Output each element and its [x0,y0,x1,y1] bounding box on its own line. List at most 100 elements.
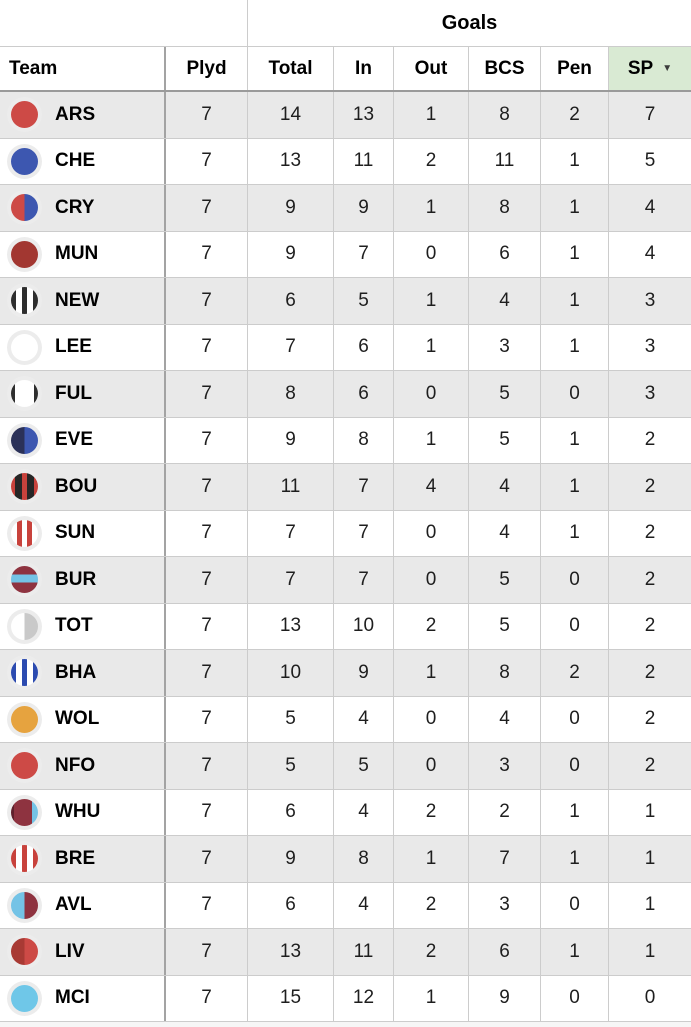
table-row-bre: BRE 7 9 8 1 7 1 1 [0,836,691,883]
column-header-team[interactable]: Team [0,47,164,90]
table-row-whu: WHU 7 6 4 2 2 1 1 [0,789,691,836]
team-badge-color [11,891,38,919]
team-badge-color [11,705,38,733]
team-badge-whu-icon [7,794,42,830]
team-abbr: WOL [55,708,100,730]
plyd-value: 7 [164,557,247,603]
team-abbr: FUL [55,382,92,404]
total-value: 7 [247,557,333,603]
total-value: 9 [247,231,333,277]
team-cell: NEW [0,278,164,324]
out-value: 0 [393,231,468,277]
team-abbr: AVL [55,894,92,916]
out-value: 1 [393,278,468,324]
column-header-plyd[interactable]: Plyd [164,47,247,90]
plyd-value: 7 [164,650,247,696]
in-value: 5 [333,278,393,324]
team-badge-color [11,845,38,873]
in-value: 5 [333,743,393,789]
table-row-bur: BUR 7 7 7 0 5 0 2 [0,557,691,604]
column-header-label: Pen [557,57,592,79]
in-value: 11 [333,929,393,975]
bcs-value: 4 [468,510,540,556]
team-badge-bur-icon [7,562,42,598]
plyd-value: 7 [164,185,247,231]
plyd-value: 7 [164,231,247,277]
bcs-value: 11 [468,138,540,184]
column-header-row: Team Plyd Total In Out BCS Pen SP ▼ [0,47,691,92]
total-value: 9 [247,185,333,231]
team-abbr: MUN [55,243,99,265]
team-badge-color [11,984,38,1012]
plyd-value: 7 [164,743,247,789]
team-abbr: TOT [55,615,93,637]
table-row-new: NEW 7 6 5 1 4 1 3 [0,278,691,325]
team-cell: BOU [0,464,164,510]
table-row-ful: FUL 7 8 6 0 5 0 3 [0,371,691,418]
team-abbr: CHE [55,150,96,172]
team-abbr: BHA [55,661,97,683]
plyd-value: 7 [164,975,247,1021]
pen-value: 0 [540,882,608,928]
pen-value: 1 [540,929,608,975]
column-header-label: SP [627,57,654,79]
team-badge-eve-icon [7,422,42,458]
bcs-value: 5 [468,557,540,603]
table-row-eve: EVE 7 9 8 1 5 1 2 [0,417,691,464]
team-cell: ARS [0,92,164,138]
team-abbr: LEE [55,336,92,358]
team-cell: BUR [0,557,164,603]
plyd-value: 7 [164,324,247,370]
team-cell: WOL [0,697,164,743]
sp-value: 4 [608,231,691,277]
column-header-bcs[interactable]: BCS [468,47,540,90]
table-row-cry: CRY 7 9 9 1 8 1 4 [0,185,691,232]
table-body: ARS 7 14 13 1 8 2 7 CHE 7 13 11 2 11 1 5 CRY 7 9 9 1 8 1 4 MUN 7 9… [0,92,691,1022]
column-header-total[interactable]: Total [247,47,333,90]
team-cell: MUN [0,232,164,278]
total-value: 9 [247,836,333,882]
out-value: 1 [393,324,468,370]
sp-value: 2 [608,510,691,556]
pen-value: 1 [540,185,608,231]
bcs-value: 7 [468,836,540,882]
team-cell: BRE [0,836,164,882]
bcs-value: 5 [468,417,540,463]
total-value: 6 [247,278,333,324]
pen-value: 1 [540,138,608,184]
column-header-sp[interactable]: SP ▼ [608,47,691,90]
out-value: 0 [393,743,468,789]
column-header-label: BCS [484,57,525,79]
column-header-out[interactable]: Out [393,47,468,90]
plyd-value: 7 [164,789,247,835]
team-cell: FUL [0,371,164,417]
team-badge-color [11,798,38,826]
team-cell: TOT [0,604,164,650]
column-header-in[interactable]: In [333,47,393,90]
team-abbr: ARS [55,103,96,125]
sp-value: 2 [608,464,691,510]
bcs-value: 4 [468,696,540,742]
sp-value: 2 [608,650,691,696]
column-header-pen[interactable]: Pen [540,47,608,90]
team-badge-color [11,380,38,408]
in-value: 7 [333,464,393,510]
in-value: 6 [333,371,393,417]
team-badge-ars-icon [7,97,42,133]
pen-value: 0 [540,371,608,417]
plyd-value: 7 [164,603,247,649]
pen-value: 1 [540,417,608,463]
table-row-avl: AVL 7 6 4 2 3 0 1 [0,882,691,929]
in-value: 12 [333,975,393,1021]
sp-value: 3 [608,324,691,370]
out-value: 0 [393,371,468,417]
in-value: 6 [333,324,393,370]
bcs-value: 4 [468,278,540,324]
bcs-value: 4 [468,464,540,510]
team-badge-sun-icon [7,515,42,551]
out-value: 0 [393,696,468,742]
table-bottom-strip [0,1022,691,1027]
bcs-value: 3 [468,743,540,789]
pen-value: 2 [540,650,608,696]
bcs-value: 8 [468,92,540,138]
